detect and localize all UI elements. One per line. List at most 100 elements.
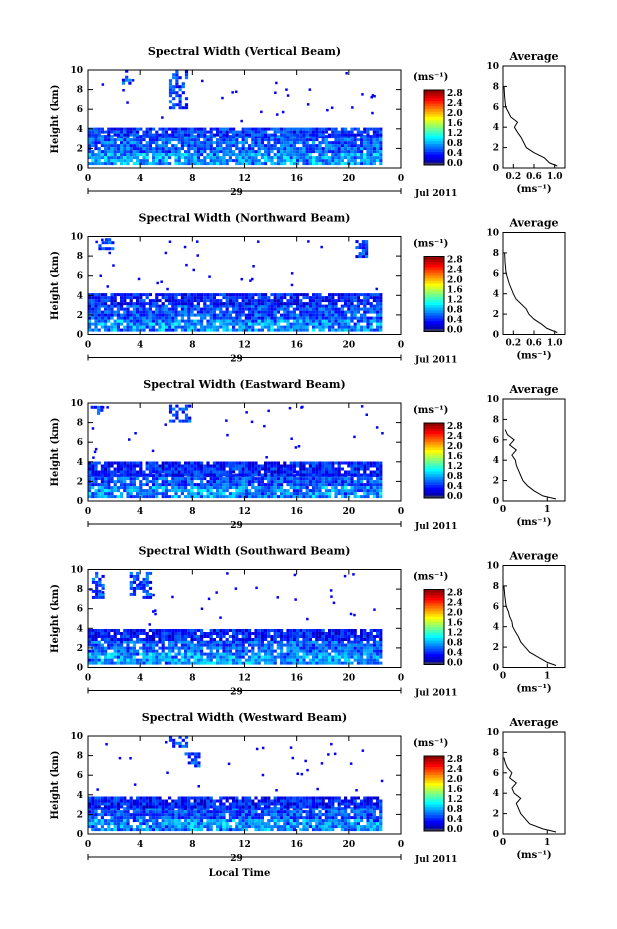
heatmap-cell: [158, 293, 162, 297]
heatmap-cell: [324, 162, 328, 166]
heatmap-cell: [219, 159, 223, 163]
heatmap-cell: [193, 319, 197, 323]
heatmap-cell: [270, 646, 274, 650]
heatmap-cell: [331, 325, 335, 329]
heatmap-cell: [123, 293, 127, 297]
y-tick-label: 8: [77, 252, 83, 262]
heatmap-cell: [113, 655, 117, 659]
heatmap-cell: [248, 632, 252, 635]
heatmap-cell: [193, 658, 197, 662]
heatmap-cell: [222, 319, 226, 323]
heatmap-cell: [232, 643, 236, 647]
heatmap-cell: [97, 477, 101, 481]
heatmap-cell: [283, 153, 287, 157]
heatmap-cell: [337, 632, 341, 635]
heatmap-cell: [132, 640, 136, 644]
heatmap-cell: [184, 293, 188, 297]
heatmap-cell: [110, 477, 114, 481]
heatmap-cell: [155, 304, 159, 308]
heatmap-cell: [321, 467, 325, 471]
heatmap-cell: [212, 147, 216, 151]
heatmap-cell: [216, 492, 220, 496]
heatmap-cell: [216, 464, 220, 468]
heatmap-cell: [161, 133, 165, 137]
heatmap-cell: [136, 325, 140, 329]
heatmap-cell: [356, 638, 360, 641]
heatmap-cell: [132, 464, 136, 468]
heatmap-cell: [315, 130, 319, 134]
heatmap-cell: [251, 495, 255, 499]
heatmap-cell: [318, 159, 322, 163]
heatmap-cell: [238, 328, 242, 332]
heatmap-cell: [283, 661, 287, 665]
heatmap-cell: [203, 141, 207, 145]
heatmap-cell: [97, 156, 101, 160]
colorbar-swatch: [424, 457, 444, 461]
heatmap-cell: [171, 646, 175, 650]
heatmap-cell: [216, 319, 220, 323]
heatmap-cell: [158, 325, 162, 329]
heatmap-cell: [158, 470, 162, 474]
heatmap-cell: [331, 643, 335, 647]
heatmap-cell: [286, 302, 290, 306]
heatmap-cell: [238, 477, 242, 481]
heatmap-cell: [116, 646, 120, 650]
heatmap-cell: [365, 413, 368, 416]
heatmap-cell: [305, 313, 309, 317]
heatmap-cell: [97, 632, 101, 635]
heatmap-cell: [244, 296, 248, 300]
heatmap-cell: [212, 328, 216, 332]
heatmap-cell: [174, 635, 178, 638]
heatmap-cell: [164, 316, 168, 320]
colorbar-swatch: [424, 119, 444, 123]
heatmap-cell: [353, 133, 357, 137]
heatmap-cell: [134, 432, 137, 435]
heatmap-cell: [344, 156, 348, 160]
heatmap-cell: [241, 640, 245, 644]
heatmap-cell: [267, 328, 271, 332]
heatmap-cell: [161, 470, 165, 474]
heatmap-cell: [142, 629, 146, 632]
heatmap-cell: [283, 464, 287, 468]
heatmap-cell: [129, 464, 133, 468]
heatmap-cell: [126, 658, 130, 662]
heatmap-cell: [376, 658, 380, 662]
heatmap-cell: [174, 299, 178, 303]
heatmap-cell: [267, 325, 271, 329]
heatmap-cell: [113, 643, 117, 647]
average-y-tick-label: 2: [493, 477, 499, 487]
heatmap-cell: [308, 649, 312, 653]
heatmap-cell: [254, 153, 258, 157]
heatmap-cell: [161, 655, 165, 659]
heatmap-cell: [110, 495, 114, 499]
heatmap-cell: [302, 486, 306, 490]
heatmap-cell: [235, 141, 239, 145]
heatmap-cell: [255, 586, 258, 590]
heatmap-cell: [289, 473, 293, 477]
heatmap-cell: [158, 153, 162, 157]
heatmap-cell: [267, 133, 271, 137]
heatmap-cell: [132, 473, 136, 477]
heatmap-cell: [184, 162, 188, 166]
heatmap-cell: [308, 632, 312, 635]
heatmap-cell: [212, 322, 216, 326]
heatmap-cell: [168, 100, 173, 104]
heatmap-cell: [331, 147, 335, 151]
heatmap-cell: [257, 649, 261, 653]
heatmap-cell: [116, 640, 120, 644]
heatmap-cell: [116, 480, 120, 484]
heatmap-cell: [219, 322, 223, 326]
heatmap-cell: [142, 583, 146, 587]
heatmap-cell: [200, 150, 204, 154]
heatmap-cell: [139, 632, 143, 635]
heatmap-cell: [164, 141, 168, 145]
heatmap-cell: [155, 153, 159, 157]
heatmap-cell: [360, 480, 364, 484]
heatmap-cell: [238, 473, 242, 477]
heatmap-cell: [110, 307, 114, 311]
heatmap-cell: [251, 646, 255, 650]
heatmap-cell: [248, 495, 252, 499]
heatmap-cell: [225, 147, 229, 151]
heatmap-cell: [270, 127, 274, 131]
heatmap-cell: [225, 313, 229, 317]
